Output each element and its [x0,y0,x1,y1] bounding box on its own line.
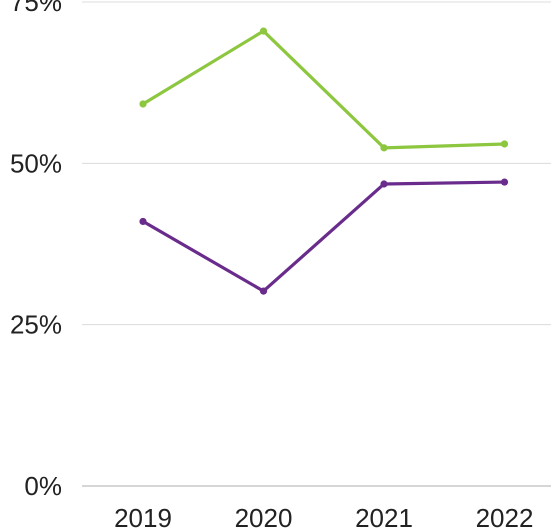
x-tick-label: 2019 [114,503,172,531]
data-point [139,100,147,108]
data-point [380,144,388,152]
y-tick-label: 25% [10,310,62,340]
data-point [139,217,147,226]
y-tick-label: 75% [10,0,62,17]
data-point [380,180,388,188]
gridlines [82,1,551,326]
y-tick-label: 0% [24,471,62,501]
y-tick-label: 50% [10,148,62,178]
x-tick-label: 2021 [355,503,413,531]
x-axis-ticks: 2019 2020 2021 2022 [114,503,533,531]
data-point [259,27,268,35]
data-point [259,287,268,295]
data-point [500,140,509,148]
series [139,27,509,295]
y-axis-ticks: 0% 25% 50% 75% [10,0,62,501]
series-line [141,29,507,150]
series-2 [139,178,509,295]
series-1 [139,27,509,152]
x-tick-label: 2020 [235,503,293,531]
series-line [141,180,507,293]
data-point [500,178,509,186]
x-tick-label: 2022 [476,503,534,531]
